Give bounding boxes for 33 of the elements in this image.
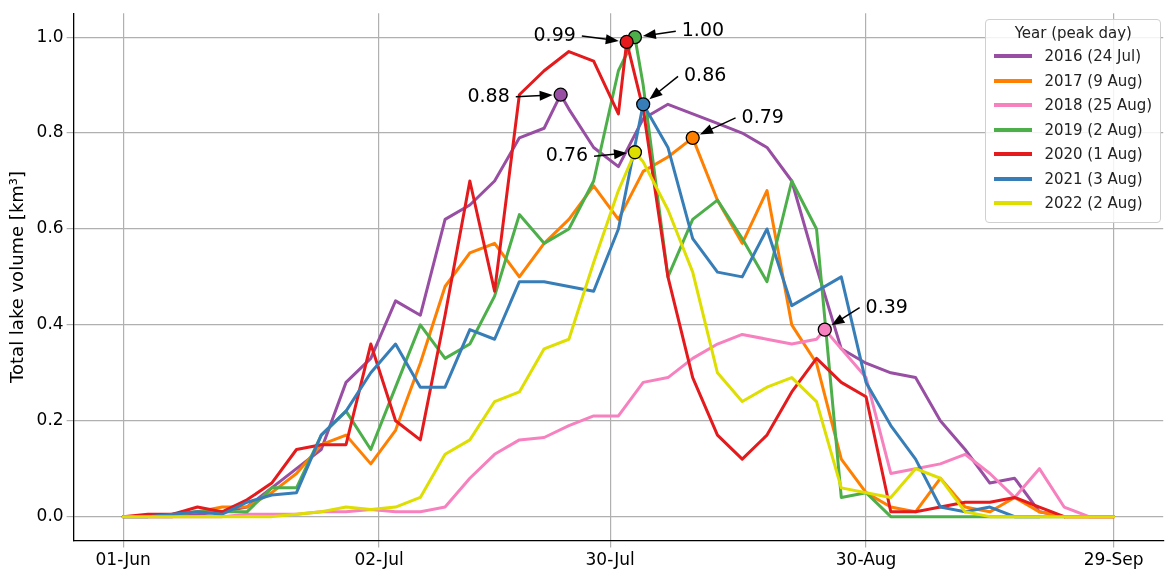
y-tick-label: 0.4 [36, 313, 64, 334]
x-tick-label: 30-Jul [585, 549, 635, 570]
annotation: 0.76 [545, 143, 589, 166]
legend-label: 2017 (9 Aug) [1044, 71, 1143, 90]
y-tick-label: 0.2 [36, 409, 64, 430]
annotation: 0.79 [741, 104, 784, 127]
annotation: 1.00 [681, 18, 725, 41]
point [553, 87, 568, 102]
point [619, 34, 634, 50]
y-tick-label: 0.6 [36, 217, 64, 238]
x-tick-label: 01-Jun [95, 549, 151, 570]
x-tick-label: 02-Jul [354, 549, 404, 570]
x-tick-label: 29-Sep [1083, 549, 1144, 570]
y-axis-title: Total lake volume [km³] [6, 170, 28, 384]
x-tick-label: 30-Aug [835, 549, 897, 570]
legend-label: 2018 (25 Aug) [1044, 96, 1153, 115]
legend-title: Year (peak day) [1013, 24, 1133, 43]
point [817, 322, 832, 337]
y-tick-label: 1.0 [36, 25, 64, 46]
legend-label: 2019 (2 Aug) [1044, 120, 1143, 139]
legend-label: 2022 (2 Aug) [1044, 194, 1143, 213]
legend-label: 2020 (1 Aug) [1044, 145, 1143, 164]
annotation: 0.88 [467, 83, 510, 106]
y-tick-label: 0.0 [36, 505, 64, 526]
y-tick-label: 0.8 [36, 121, 64, 142]
point [627, 145, 643, 160]
annotation: 0.99 [533, 22, 576, 45]
legend-label: 2021 (3 Aug) [1044, 169, 1143, 188]
point [636, 97, 651, 112]
point [685, 130, 700, 146]
annotation: 0.39 [865, 294, 908, 317]
legend-label: 2016 (24 Jul) [1044, 47, 1142, 66]
annotation: 0.86 [684, 63, 727, 86]
